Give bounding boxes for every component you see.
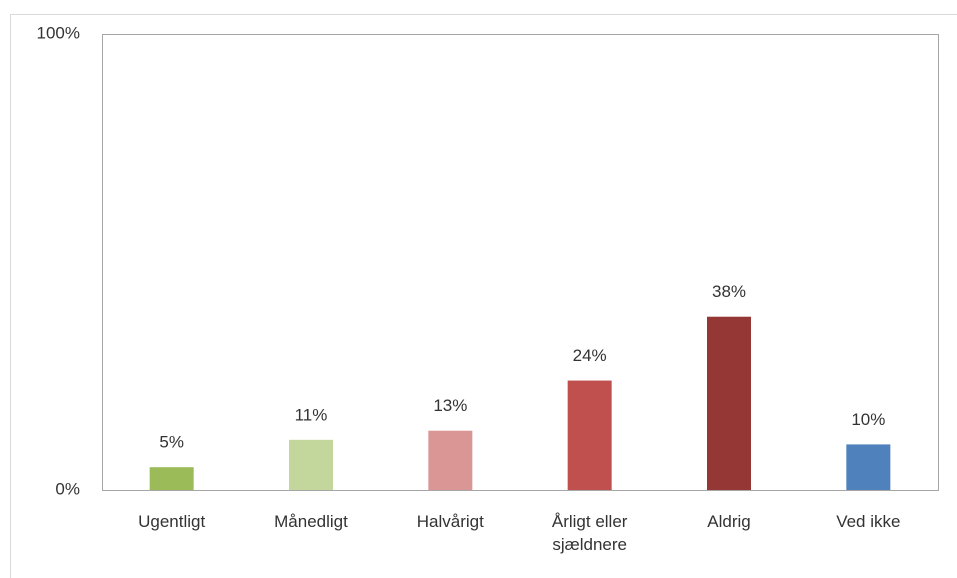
bar (149, 467, 194, 490)
bar (567, 380, 612, 490)
x-tick-label: Månedligt (274, 512, 348, 531)
x-tick-label: Årligt eller sjældnere (551, 512, 628, 554)
x-tick-label: Ugentligt (138, 512, 206, 531)
y-tick-label: 100% (37, 23, 80, 42)
value-label: 11% (295, 405, 328, 424)
bar (707, 316, 751, 490)
plot-frame (102, 34, 939, 491)
value-label: 5% (159, 433, 184, 452)
x-tick-label: Ved ikke (836, 512, 901, 531)
value-label: 24% (573, 346, 607, 365)
x-tick-label: Halvårigt (416, 512, 484, 531)
value-label: 38% (712, 282, 746, 301)
y-tick-label: 0% (55, 479, 80, 498)
x-tick-label: Aldrig (707, 512, 751, 531)
bar (289, 439, 333, 490)
value-label: 13% (433, 396, 467, 415)
value-label: 10% (851, 410, 885, 429)
bar (846, 444, 891, 490)
bar (428, 430, 473, 490)
